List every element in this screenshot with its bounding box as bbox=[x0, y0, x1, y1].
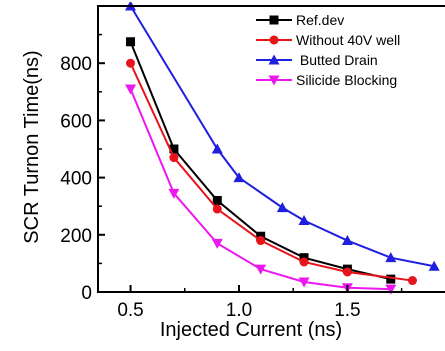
data-point bbox=[233, 172, 245, 183]
ticks-layer: 0 200 400 600 800 0.5 1.0 1.5 bbox=[60, 33, 403, 321]
data-point bbox=[212, 204, 222, 214]
y-tick-label: 200 bbox=[60, 226, 92, 247]
legend-marker bbox=[268, 54, 280, 65]
data-point bbox=[407, 276, 417, 286]
legend-label: Silicide Blocking bbox=[296, 72, 397, 88]
x-tick-label: 1.5 bbox=[334, 300, 360, 321]
data-point bbox=[299, 257, 309, 267]
x-tick-label: 1.0 bbox=[226, 300, 252, 321]
legend-item: Butted Drain bbox=[256, 52, 378, 68]
data-point bbox=[211, 143, 223, 154]
legend-marker bbox=[268, 75, 280, 86]
legend-item: Silicide Blocking bbox=[256, 72, 397, 88]
legend: Ref.dev Without 40V well Butted Drain Sili… bbox=[256, 12, 400, 88]
data-point bbox=[386, 274, 396, 284]
data-point bbox=[256, 236, 266, 246]
y-tick-label: 800 bbox=[60, 54, 92, 75]
legend-marker bbox=[269, 15, 279, 25]
data-point bbox=[125, 84, 137, 95]
data-point bbox=[342, 267, 352, 277]
y-tick-label: 0 bbox=[81, 283, 92, 304]
y-axis-label: SCR Turnon Time(ns) bbox=[21, 50, 43, 243]
legend-item: Ref.dev bbox=[256, 12, 344, 28]
data-point bbox=[168, 188, 180, 199]
series-layer bbox=[125, 2, 440, 295]
data-point bbox=[276, 202, 288, 213]
legend-marker bbox=[269, 35, 279, 45]
data-point bbox=[126, 58, 136, 68]
legend-label: Ref.dev bbox=[296, 12, 344, 28]
data-point bbox=[212, 195, 222, 205]
x-axis-label: Injected Current (ns) bbox=[160, 319, 342, 341]
data-point bbox=[341, 235, 353, 246]
legend-label: Butted Drain bbox=[296, 52, 378, 68]
data-point bbox=[255, 264, 267, 275]
series-2 bbox=[125, 2, 440, 271]
y-tick-label: 400 bbox=[60, 169, 92, 190]
data-point bbox=[169, 144, 179, 154]
data-point bbox=[385, 284, 397, 295]
y-tick-label: 600 bbox=[60, 111, 92, 132]
series-line bbox=[129, 62, 413, 282]
data-point bbox=[428, 260, 440, 271]
series-3 bbox=[125, 84, 397, 295]
legend-item: Without 40V well bbox=[256, 32, 400, 48]
data-point bbox=[385, 252, 397, 263]
series-line bbox=[129, 5, 435, 268]
plot-frame bbox=[97, 5, 445, 293]
data-point bbox=[169, 153, 179, 163]
series-1 bbox=[126, 58, 417, 286]
x-tick-label: 0.5 bbox=[117, 300, 143, 321]
legend-label: Without 40V well bbox=[296, 32, 400, 48]
data-point bbox=[211, 238, 223, 249]
data-point bbox=[298, 277, 310, 288]
data-point bbox=[126, 37, 136, 47]
data-point bbox=[298, 215, 310, 225]
